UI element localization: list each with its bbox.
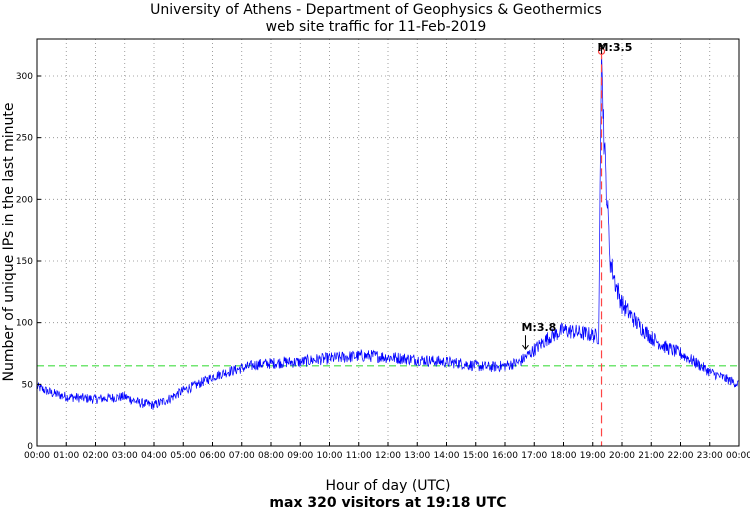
y-tick-label: 200 — [16, 195, 33, 205]
x-tick-label: 00:00 — [726, 451, 750, 461]
y-tick-label: 50 — [22, 380, 34, 390]
x-tick-label: 13:00 — [404, 451, 430, 461]
annotation-arrow-head — [598, 43, 605, 49]
earthquake-annotation-label: M:3.8 — [521, 321, 556, 334]
x-tick-label: 07:00 — [229, 451, 255, 461]
y-tick-label: 0 — [27, 442, 33, 452]
x-tick-label: 09:00 — [287, 451, 313, 461]
plot-frame — [36, 38, 740, 447]
series-layer — [36, 51, 740, 410]
x-tick-label: 22:00 — [668, 451, 694, 461]
grid — [37, 39, 739, 446]
x-tick-label: 08:00 — [258, 451, 284, 461]
traffic-series-line — [36, 51, 740, 410]
x-tick-label: 16:00 — [492, 451, 518, 461]
x-tick-label: 04:00 — [141, 451, 167, 461]
x-tick-label: 12:00 — [375, 451, 401, 461]
x-tick-label: 15:00 — [463, 451, 489, 461]
y-tick-label: 100 — [16, 319, 33, 329]
y-tick-label: 150 — [16, 257, 33, 267]
x-tick-label: 02:00 — [83, 451, 109, 461]
x-tick-label: 01:00 — [53, 451, 79, 461]
x-tick-label: 11:00 — [346, 451, 372, 461]
x-tick-label: 19:00 — [580, 451, 606, 461]
x-tick-label: 21:00 — [638, 451, 664, 461]
x-tick-label: 03:00 — [112, 451, 138, 461]
x-tick-label: 18:00 — [551, 451, 577, 461]
x-tick-label: 23:00 — [697, 451, 723, 461]
y-tick-label: 300 — [16, 72, 33, 82]
annotation-arrow-head — [522, 344, 529, 351]
earthquake-annotation-label: M:3.5 — [598, 41, 633, 54]
x-tick-label: 00:00 — [24, 451, 50, 461]
x-axis-label: Hour of day (UTC) — [326, 478, 451, 494]
x-tick-label: 10:00 — [317, 451, 343, 461]
x-tick-label: 20:00 — [609, 451, 635, 461]
y-tick-label: 250 — [16, 134, 33, 144]
y-axis-label: Number of unique IPs in the last minute — [1, 103, 17, 382]
annotation-layer: M:3.5 M:3.8 — [521, 41, 633, 351]
y-axis-ticks: 0 50 100 150 200 250 300 — [16, 72, 41, 452]
x-tick-label: 05:00 — [170, 451, 196, 461]
x-axis-ticks: 00:00 01:00 02:00 03:00 04:00 05:00 06:00 07:00… — [24, 442, 750, 461]
x-tick-label: 17:00 — [521, 451, 547, 461]
chart-title: University of Athens - Department of Geo… — [150, 2, 602, 18]
x-axis-sublabel: max 320 visitors at 19:18 UTC — [269, 495, 506, 511]
x-tick-label: 06:00 — [200, 451, 226, 461]
x-tick-label: 14:00 — [434, 451, 460, 461]
chart-subtitle: web site traffic for 11-Feb-2019 — [266, 19, 487, 35]
